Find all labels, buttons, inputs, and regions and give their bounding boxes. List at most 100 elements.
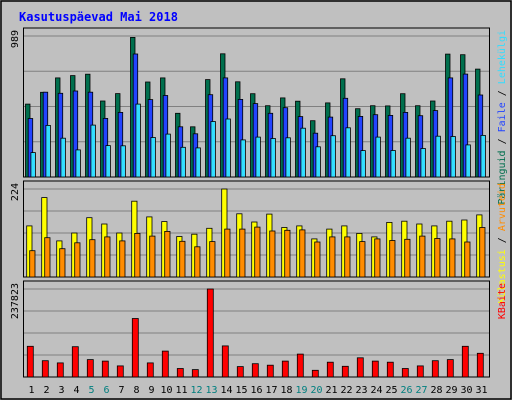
bar-arvuteid: [464, 241, 471, 278]
bar-kbaite: [236, 366, 244, 378]
bar-kbaite: [56, 362, 64, 378]
bar-lehekülgi: [150, 137, 156, 178]
bar-kbaite: [311, 369, 319, 378]
bar-kbaite: [356, 357, 364, 378]
bar-faile: [117, 112, 124, 178]
x-tick-label: 17: [265, 385, 277, 396]
bar-arvuteid: [449, 238, 456, 278]
y-axis-max-label: 989: [10, 30, 21, 48]
bar-kbaite: [206, 288, 214, 378]
legend: Päringuid / Faile / Lehekülgi: [497, 30, 508, 205]
bar-arvuteid: [74, 242, 81, 278]
x-tick-label: 28: [430, 385, 442, 396]
bar-arvuteid: [59, 248, 66, 278]
bar-arvuteid: [299, 229, 306, 278]
bar-faile: [387, 115, 394, 178]
bar-faile: [27, 118, 34, 178]
bar-kbaite: [281, 360, 289, 378]
x-tick-label: 24: [370, 385, 382, 396]
bar-lehekülgi: [165, 133, 171, 178]
bar-kbaite: [401, 368, 409, 378]
bar-faile: [447, 77, 454, 178]
bar-lehekülgi: [435, 135, 441, 178]
bar-lehekülgi: [480, 134, 486, 178]
bar-kbaite: [296, 353, 304, 378]
bar-kbaite: [416, 365, 424, 378]
bar-arvuteid: [389, 240, 396, 278]
bar-kbaite: [191, 369, 199, 378]
x-tick-label: 6: [103, 385, 109, 396]
legend-entry: Arvuteid: [497, 183, 508, 231]
legend-separator: /: [497, 132, 508, 150]
x-tick-label: 27: [415, 385, 427, 396]
bar-faile: [72, 90, 79, 178]
x-tick-label: 3: [58, 385, 64, 396]
legend-entry: Päringuid: [497, 150, 508, 204]
x-tick-label: 10: [160, 385, 172, 396]
bar-lehekülgi: [420, 148, 426, 178]
bar-lehekülgi: [330, 135, 336, 178]
x-axis-labels: 1 2 3 4 5 6 7 8 9 10 11 12 13 14 15 16 17 18 19 20 21 22 23 24 2…: [28, 385, 487, 396]
bar-lehekülgi: [90, 124, 96, 178]
x-tick-label: 29: [445, 385, 457, 396]
bar-kbaite: [461, 345, 469, 378]
bar-lehekülgi: [30, 152, 36, 178]
bar-arvuteid: [419, 235, 426, 278]
x-tick-label: 1: [28, 385, 34, 396]
x-tick-label: 26: [400, 385, 412, 396]
x-tick-label: 8: [133, 385, 139, 396]
legend: KBaite: [497, 283, 508, 319]
bar-arvuteid: [179, 240, 186, 278]
legend-text: KBaite: [497, 283, 508, 319]
legend-entry: Külastusi: [497, 249, 508, 303]
bar-kbaite: [116, 365, 124, 378]
bar-arvuteid: [434, 238, 441, 278]
bar-kbaite: [101, 360, 109, 378]
x-tick-label: 18: [280, 385, 292, 396]
bar-lehekülgi: [180, 146, 186, 178]
bar-kbaite: [341, 365, 349, 378]
x-tick-label: 4: [73, 385, 79, 396]
x-tick-label: 21: [325, 385, 337, 396]
bar-kbaite: [431, 360, 439, 378]
bar-lehekülgi: [300, 127, 306, 178]
x-tick-label: 2: [43, 385, 49, 396]
bar-arvuteid: [329, 236, 336, 278]
bar-arvuteid: [224, 228, 231, 278]
bar-kbaite: [86, 359, 94, 378]
bar-lehekülgi: [240, 139, 246, 178]
bar-arvuteid: [194, 246, 201, 278]
x-tick-label: 11: [175, 385, 187, 396]
legend-separator: /: [497, 231, 508, 249]
bar-lehekülgi: [450, 136, 456, 178]
legend-separator: /: [497, 84, 508, 102]
bar-kbaite: [41, 360, 49, 378]
bar-lehekülgi: [390, 150, 396, 178]
x-tick-label: 19: [295, 385, 307, 396]
bar-lehekülgi: [60, 137, 66, 178]
legend: Külastusi / Arvuteid: [497, 183, 508, 303]
bar-arvuteid: [29, 250, 36, 278]
bar-kbaite: [146, 362, 154, 378]
legend-text: Päringuid / Faile / Lehekülgi: [497, 30, 508, 205]
bar-arvuteid: [149, 235, 156, 278]
y-axis-max-labels: 989 224 237823: [10, 30, 21, 319]
chart-panels: [23, 27, 490, 378]
x-tick-label: 7: [118, 385, 124, 396]
bar-arvuteid: [254, 226, 261, 278]
bar-arvuteid: [209, 241, 216, 278]
bar-arvuteid: [239, 228, 246, 278]
bar-kbaite: [161, 350, 169, 378]
bar-arvuteid: [479, 227, 486, 278]
x-tick-label: 13: [205, 385, 217, 396]
bar-arvuteid: [104, 236, 111, 278]
bar-kbaite: [476, 352, 484, 378]
bar-faile: [357, 116, 364, 178]
bar-lehekülgi: [210, 121, 216, 178]
y-axis-max-label: 224: [10, 183, 21, 201]
x-tick-label: 22: [340, 385, 352, 396]
chart-title: Kasutuspäevad Mai 2018: [19, 10, 178, 24]
x-tick-label: 25: [385, 385, 397, 396]
bar-lehekülgi: [360, 150, 366, 178]
